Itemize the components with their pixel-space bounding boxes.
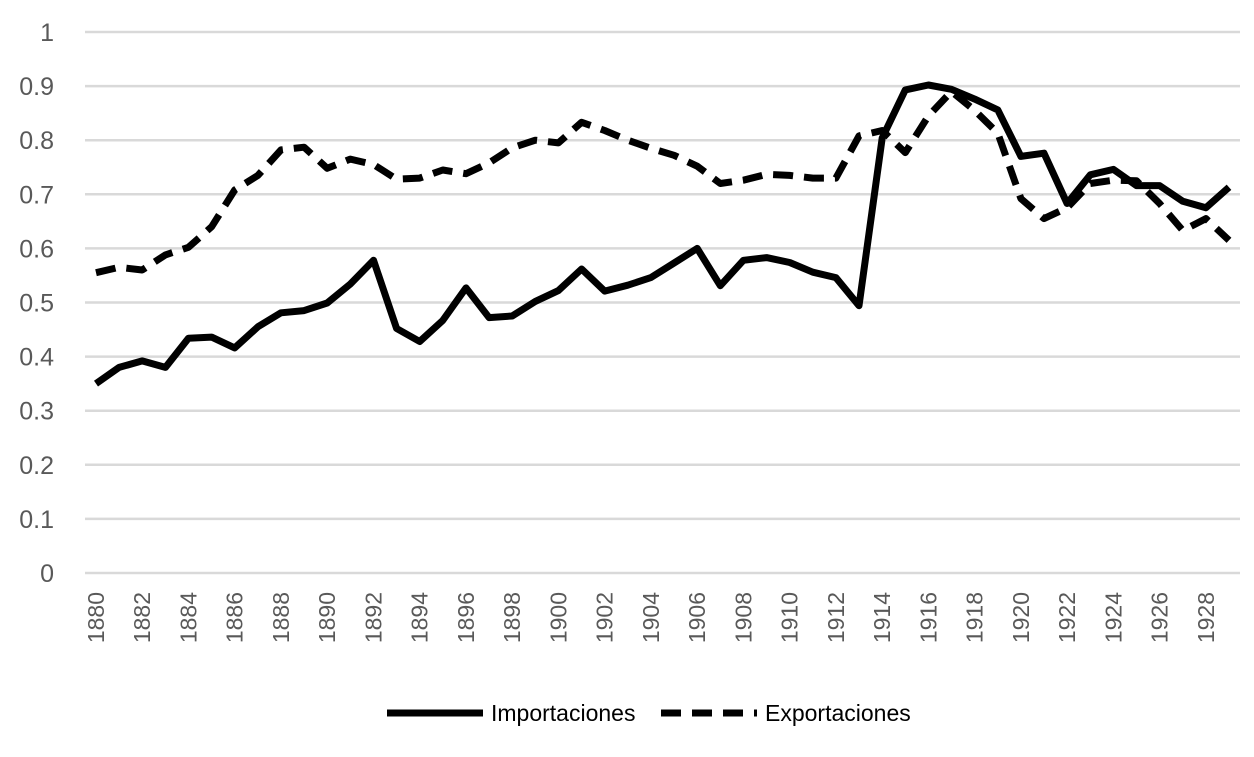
legend-label-importaciones: Importaciones [491,700,635,726]
x-tick-label: 1918 [962,592,988,643]
y-tick-label: 0.6 [19,235,54,263]
x-tick-label: 1892 [360,592,386,643]
x-tick-label: 1880 [83,592,109,643]
y-tick-label: 0 [40,560,54,588]
x-tick-label: 1912 [823,592,849,643]
y-tick-label: 0.9 [19,73,54,101]
gridlines [85,30,1240,575]
legend: Importaciones Exportaciones [387,700,911,726]
x-tick-label: 1886 [222,592,248,643]
x-tick-label: 1908 [730,592,756,643]
legend-item-exportaciones: Exportaciones [661,700,911,726]
x-tick-label: 1926 [1147,592,1173,643]
x-tick-label: 1890 [314,592,340,643]
x-tick-label: 1898 [499,592,525,643]
y-tick-label: 0.8 [19,127,54,155]
legend-item-importaciones: Importaciones [387,700,635,726]
y-tick-label: 0.5 [19,290,54,318]
x-axis-tick-labels: 1880 1882 1884 1886 1888 1890 1892 1894 1896 1898… [83,592,1219,643]
y-axis-tick-labels: 0 0.1 0.2 0.3 0.4 0.5 0.6 0.7 0.8 0.9 1 [19,19,54,588]
x-tick-label: 1906 [684,592,710,643]
legend-label-exportaciones: Exportaciones [765,700,911,726]
x-tick-label: 1924 [1100,592,1126,643]
y-tick-label: 0.3 [19,398,54,426]
y-tick-label: 0.1 [19,506,54,534]
x-tick-label: 1888 [268,592,294,643]
x-tick-label: 1896 [453,592,479,643]
x-tick-label: 1922 [1054,592,1080,643]
series-line-importaciones [93,81,1232,387]
x-tick-label: 1882 [129,592,155,643]
y-tick-label: 0.2 [19,452,54,480]
x-tick-label: 1916 [915,592,941,643]
series-line-exportaciones [95,88,1232,277]
x-tick-label: 1900 [545,592,571,643]
x-tick-label: 1904 [638,592,664,643]
x-tick-label: 1894 [407,592,433,643]
x-tick-label: 1920 [1008,592,1034,643]
x-tick-label: 1914 [869,592,895,643]
y-tick-label: 0.7 [19,181,54,209]
x-tick-label: 1902 [592,592,618,643]
y-tick-label: 0.4 [19,344,54,372]
x-tick-label: 1884 [175,592,201,643]
series-lines [93,81,1232,387]
y-tick-label: 1 [40,19,54,47]
x-tick-label: 1910 [777,592,803,643]
x-tick-label: 1928 [1193,592,1219,643]
